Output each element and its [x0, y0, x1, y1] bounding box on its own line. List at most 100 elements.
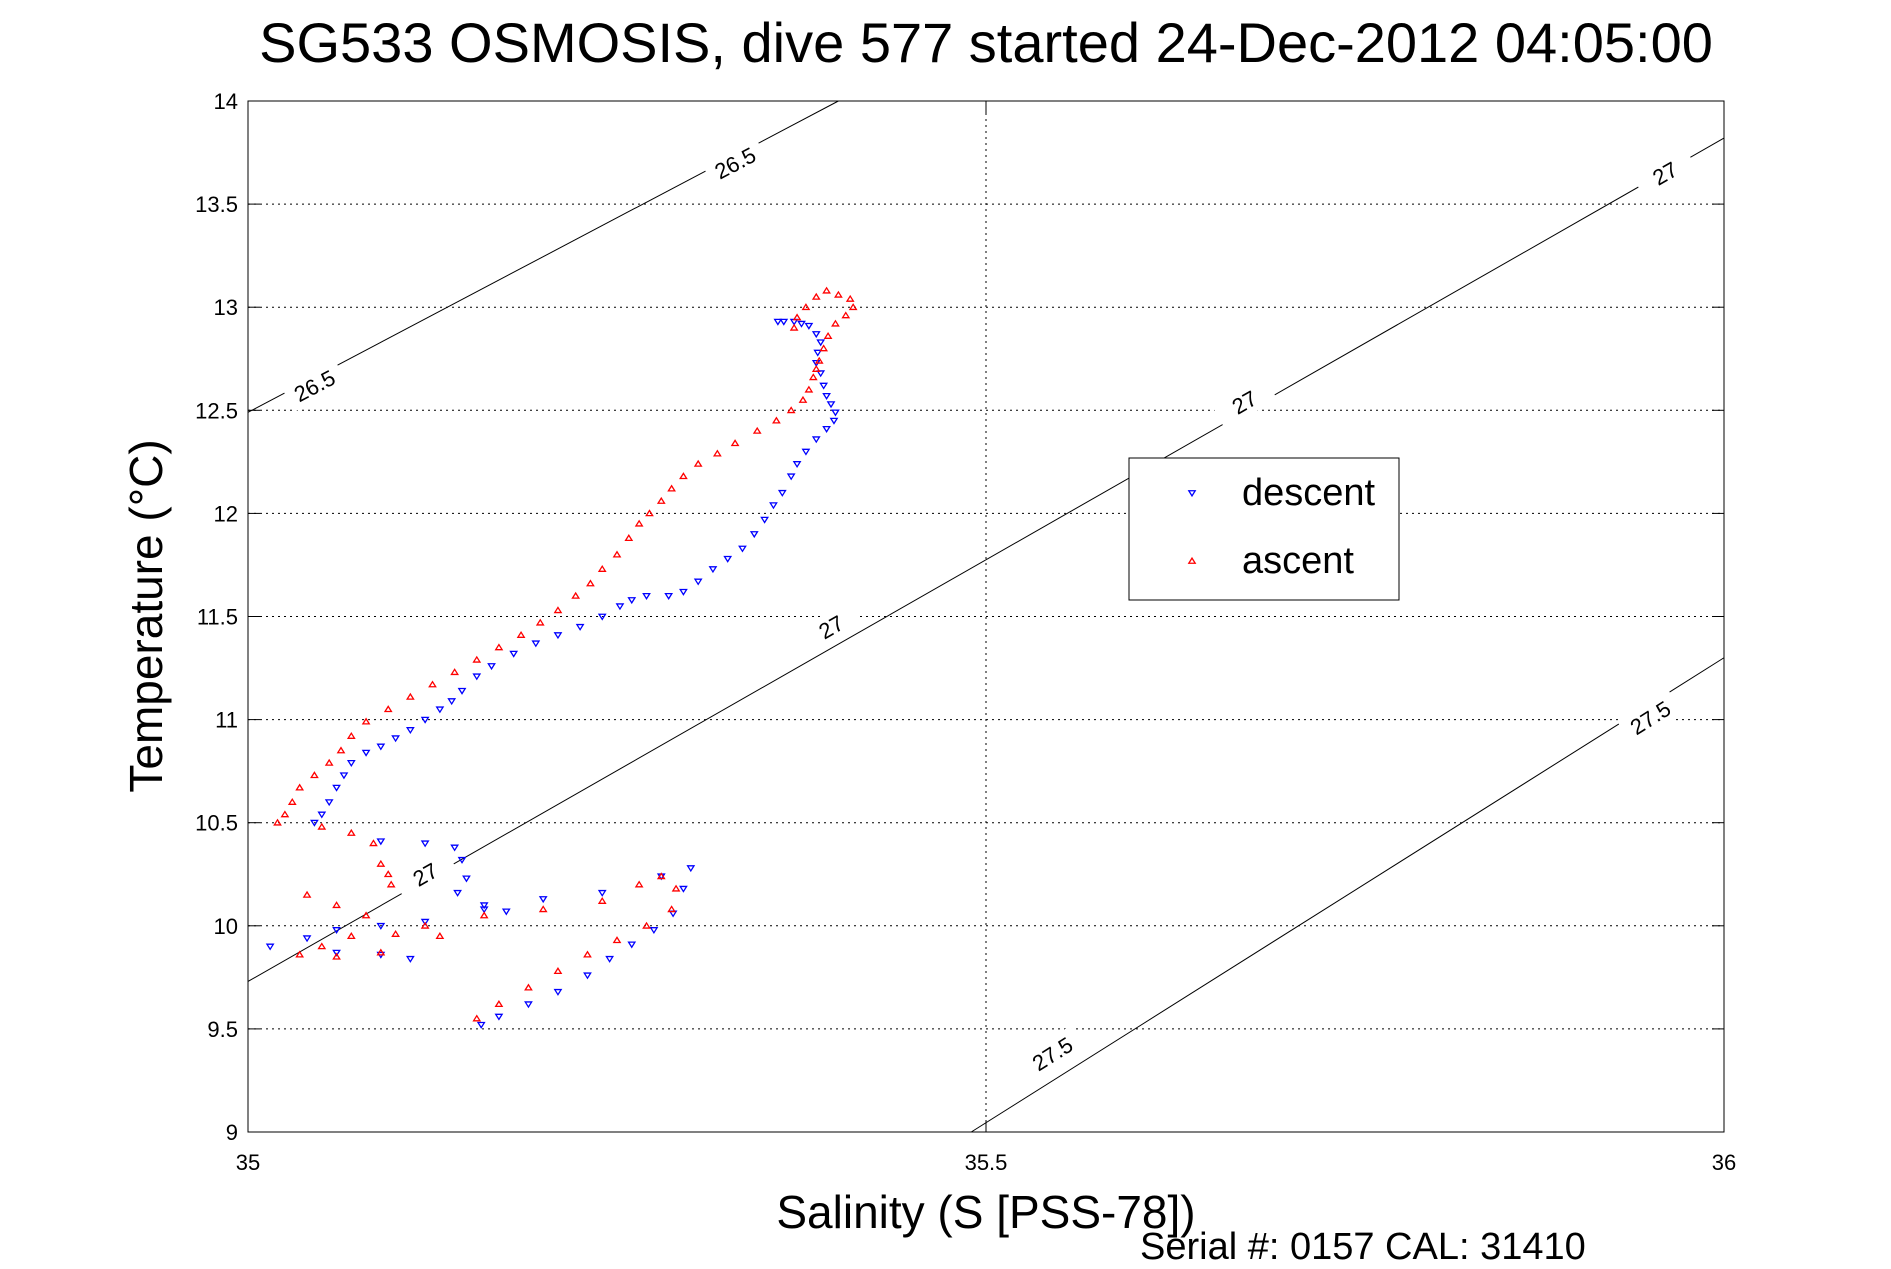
- descent-point: [804, 322, 814, 330]
- descent-point: [811, 436, 821, 444]
- ascent-point: [612, 936, 622, 944]
- ascent-point: [845, 294, 855, 302]
- x-axis-label: Salinity (S [PSS-78]): [776, 1186, 1195, 1238]
- isopycnal-line-27.5: [970, 657, 1725, 1133]
- ascent-point: [346, 828, 356, 836]
- ascent-point: [656, 872, 666, 880]
- ascent-point: [336, 746, 346, 754]
- ascent-point: [302, 890, 312, 898]
- descent-point: [779, 318, 789, 326]
- descent-point: [664, 592, 674, 600]
- ascent-point: [472, 1014, 482, 1022]
- descent-point: [476, 1021, 486, 1029]
- descent-point: [457, 687, 467, 695]
- descent-point: [332, 784, 341, 792]
- descent-point: [605, 955, 614, 963]
- legend-marker-ascent: [1187, 556, 1197, 564]
- y-tick-label: 13.5: [195, 192, 238, 217]
- descent-point: [597, 889, 607, 897]
- isopycnal-label-bg: [392, 847, 459, 902]
- descent-point: [597, 613, 607, 621]
- ascent-point: [332, 901, 341, 909]
- y-tick-label: 10: [214, 914, 238, 939]
- serial-cal-note: Serial #: 0157 CAL: 31410: [1140, 1226, 1586, 1268]
- descent-point: [769, 502, 778, 510]
- ascent-point: [624, 534, 634, 542]
- descent-point: [693, 578, 703, 586]
- descent-point: [453, 889, 462, 897]
- ascent-point: [538, 905, 548, 913]
- grid-lines: [247, 100, 1725, 1133]
- ascent-point: [494, 643, 504, 651]
- descent-point: [760, 516, 769, 524]
- descent-point: [708, 566, 718, 574]
- descent-point: [391, 735, 400, 743]
- descent-point: [317, 811, 327, 819]
- descent-point: [524, 1001, 533, 1009]
- descent-point: [553, 632, 563, 640]
- x-tick-label: 35.5: [965, 1150, 1008, 1175]
- ascent-point: [317, 942, 327, 950]
- y-tick-label: 14: [214, 89, 238, 114]
- descent-point: [553, 988, 563, 996]
- ascent-point: [383, 870, 393, 878]
- ascent-point: [811, 292, 821, 300]
- descent-point: [501, 908, 511, 916]
- ascent-point: [679, 472, 688, 480]
- ascent-point: [383, 705, 393, 713]
- ascent-point: [280, 810, 290, 818]
- descent-point: [457, 856, 467, 864]
- ascent-point: [361, 717, 371, 725]
- ascent-point: [642, 921, 651, 929]
- data-series: [265, 286, 858, 1029]
- descent-point: [310, 819, 319, 827]
- ascent-point: [376, 948, 386, 956]
- descent-point: [723, 555, 733, 563]
- y-axis-label: Temperature (°C): [120, 439, 172, 792]
- descent-point: [627, 597, 637, 605]
- ascent-point: [730, 439, 740, 447]
- descent-point: [324, 799, 334, 807]
- descent-point: [405, 955, 415, 963]
- chart-title: SG533 OSMOSIS, dive 577 started 24-Dec-2…: [259, 11, 1713, 74]
- ascent-point: [671, 884, 681, 892]
- isopycnal-label-bg: [281, 359, 348, 412]
- ascent-point: [571, 591, 581, 599]
- ascent-point: [346, 731, 356, 739]
- legend-label-descent: descent: [1242, 472, 1376, 514]
- descent-point: [494, 1013, 504, 1021]
- descent-point: [339, 772, 349, 780]
- descent-point: [679, 588, 688, 596]
- descent-point: [435, 706, 445, 714]
- ascent-point: [295, 783, 305, 791]
- descent-point: [749, 531, 759, 539]
- ascent-point: [332, 952, 341, 960]
- ascent-point: [819, 344, 829, 352]
- ascent-point: [848, 303, 858, 311]
- ascent-point: [428, 680, 437, 688]
- descent-point: [462, 875, 471, 883]
- y-tick-label: 11.5: [197, 605, 238, 630]
- ascent-point: [597, 896, 607, 904]
- descent-point: [361, 749, 371, 757]
- ascent-point: [524, 983, 533, 991]
- ascent-point: [450, 668, 460, 676]
- ascent-point: [634, 880, 644, 888]
- ascent-point: [597, 564, 607, 572]
- ascent-point: [553, 967, 563, 975]
- descent-point: [738, 545, 747, 553]
- ascent-point: [792, 313, 802, 321]
- ascent-point: [798, 395, 808, 403]
- isopycnal-label-bg: [1019, 1025, 1086, 1082]
- descent-point: [773, 318, 783, 326]
- descent-point: [831, 409, 840, 417]
- ascent-point: [712, 449, 722, 457]
- descent-point: [346, 760, 356, 768]
- descent-point: [792, 461, 802, 469]
- ascent-point: [656, 496, 666, 504]
- legend-label-ascent: ascent: [1242, 540, 1354, 582]
- descent-point: [819, 382, 829, 390]
- ascent-point: [831, 319, 840, 327]
- isopycnal-label-bg: [1617, 689, 1684, 746]
